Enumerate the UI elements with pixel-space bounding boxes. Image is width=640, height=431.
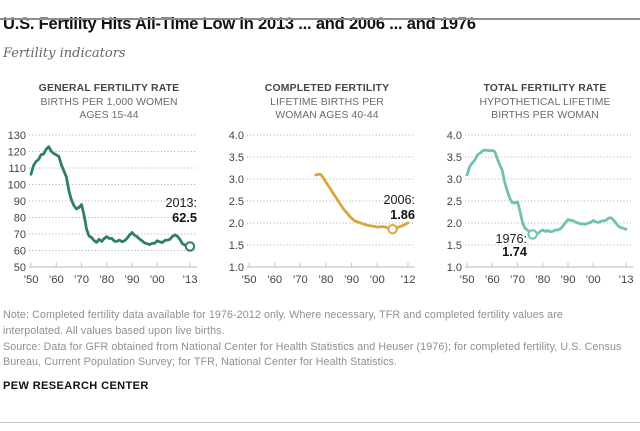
svg-text:4.0: 4.0: [447, 130, 462, 142]
footer-text-line: Bureau, Current Population Survey; for T…: [3, 356, 398, 369]
svg-text:4.0: 4.0: [229, 130, 244, 142]
chart-header: TOTAL FERTILITY RATE HYPOTHETICAL LIFETI…: [436, 82, 640, 126]
top-divider: [0, 18, 640, 20]
chart-title: GENERAL FERTILITY RATE: [38, 83, 180, 94]
svg-text:100: 100: [8, 179, 26, 191]
chart-note: Note: Completed fertility data available…: [3, 308, 637, 340]
chart-header: COMPLETED FERTILITY LIFETIME BIRTHS PER …: [218, 82, 422, 126]
charts-row: GENERAL FERTILITY RATE BIRTHS PER 1,000 …: [0, 82, 640, 294]
chart-subtitle-line: LIFETIME BIRTHS PER: [270, 96, 384, 108]
svg-text:120: 120: [8, 146, 26, 158]
svg-text:’13: ’13: [618, 274, 633, 286]
footer-text-line: Note: Completed fertility data available…: [3, 309, 563, 321]
svg-text:1.0: 1.0: [447, 262, 462, 274]
svg-text:’60: ’60: [267, 274, 282, 286]
svg-text:2.0: 2.0: [447, 218, 462, 230]
chart-header: GENERAL FERTILITY RATE BIRTHS PER 1,000 …: [0, 82, 204, 126]
svg-text:’50: ’50: [459, 274, 474, 286]
chart-subtitle-line: BIRTHS PER 1,000 WOMEN: [40, 96, 178, 108]
svg-text:’80: ’80: [535, 274, 550, 286]
svg-text:2.5: 2.5: [447, 196, 462, 208]
svg-text:3.0: 3.0: [447, 174, 462, 186]
svg-text:’12: ’12: [400, 274, 415, 286]
chart-subtitle-line: BIRTHS PER WOMAN: [491, 109, 599, 121]
svg-text:3.5: 3.5: [447, 152, 462, 164]
page-subtitle: Fertility indicators: [3, 46, 126, 61]
footer-text-line: Source: Data for GFR obtained from Natio…: [3, 340, 622, 353]
svg-text:110: 110: [8, 163, 26, 175]
svg-text:62.5: 62.5: [172, 210, 197, 225]
svg-text:’60: ’60: [485, 274, 500, 286]
svg-text:1.5: 1.5: [447, 240, 462, 252]
svg-text:2.0: 2.0: [229, 218, 244, 230]
svg-text:’50: ’50: [23, 274, 38, 286]
footer: Note: Completed fertility data available…: [3, 308, 637, 392]
svg-text:’00: ’00: [586, 274, 601, 286]
chart-subtitle-line: AGES 15-44: [79, 109, 139, 121]
svg-text:’60: ’60: [49, 274, 64, 286]
svg-text:’50: ’50: [241, 274, 256, 286]
chart-panel-total-fertility-rate: TOTAL FERTILITY RATE HYPOTHETICAL LIFETI…: [436, 82, 640, 294]
svg-text:’70: ’70: [510, 274, 525, 286]
svg-text:’70: ’70: [74, 274, 89, 286]
svg-text:1.86: 1.86: [390, 207, 415, 222]
svg-text:’90: ’90: [124, 274, 139, 286]
svg-text:’80: ’80: [318, 274, 333, 286]
svg-text:’00: ’00: [370, 274, 385, 286]
chart-subtitle-line: HYPOTHETICAL LIFETIME: [479, 96, 611, 108]
svg-text:’13: ’13: [182, 274, 197, 286]
chart-source: Source: Data for GFR obtained from Natio…: [3, 340, 637, 372]
svg-text:50: 50: [14, 262, 26, 274]
svg-text:1.74: 1.74: [502, 244, 528, 259]
page-title: U.S. Fertility Hits All-Time Low in 2013…: [3, 15, 476, 33]
chart-subtitle-line: WOMAN AGES 40-44: [275, 109, 379, 121]
branding: PEW RESEARCH CENTER: [3, 380, 149, 393]
svg-text:3.5: 3.5: [229, 152, 244, 164]
tfr-line-chart: 4.0 3.5 3.0 2.5 2.0 1.5 1.0’50 ’60 ’70 ’80 ’90 ’00 ’…: [447, 130, 634, 286]
svg-text:’90: ’90: [344, 274, 359, 286]
svg-text:80: 80: [14, 212, 26, 224]
chart-panel-general-fertility-rate: GENERAL FERTILITY RATE BIRTHS PER 1,000 …: [0, 82, 204, 294]
svg-text:2006:: 2006:: [383, 193, 415, 207]
svg-text:’70: ’70: [293, 274, 308, 286]
svg-text:2.5: 2.5: [229, 196, 244, 208]
svg-text:60: 60: [14, 245, 26, 257]
bottom-divider: [0, 422, 640, 423]
svg-text:130: 130: [8, 130, 26, 142]
svg-text:90: 90: [14, 196, 26, 208]
chart-title: TOTAL FERTILITY RATE: [483, 83, 607, 94]
svg-text:1.0: 1.0: [229, 262, 244, 274]
svg-text:70: 70: [14, 229, 26, 241]
gfr-line-chart: 130 120 110 100 90 80 70 60 50’50 ’60 ’70 ’80 ’90 ’00…: [8, 130, 198, 286]
svg-text:1976:: 1976:: [495, 232, 527, 246]
svg-text:2013:: 2013:: [165, 196, 197, 210]
footer-text-line: interpolated. All values based upon live…: [3, 324, 225, 337]
svg-text:’80: ’80: [99, 274, 114, 286]
chart-panel-completed-fertility: COMPLETED FERTILITY LIFETIME BIRTHS PER …: [218, 82, 422, 294]
svg-text:3.0: 3.0: [229, 174, 244, 186]
svg-text:1.5: 1.5: [229, 240, 244, 252]
completed-fertility-line-chart: 4.0 3.5 3.0 2.5 2.0 1.5 1.0’50 ’60 ’70 ’80 ’90 ’00 ’…: [229, 130, 416, 286]
svg-text:’00: ’00: [150, 274, 165, 286]
svg-text:’90: ’90: [560, 274, 575, 286]
chart-title: COMPLETED FERTILITY: [264, 83, 390, 94]
